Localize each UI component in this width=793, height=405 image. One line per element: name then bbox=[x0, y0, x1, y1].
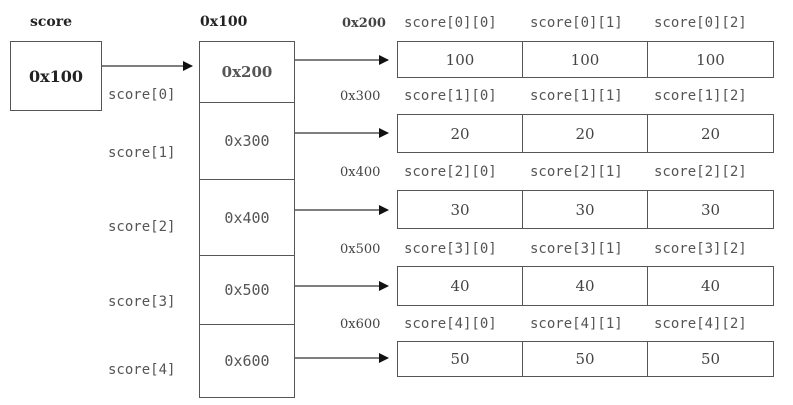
row-label-1: score[1] bbox=[108, 145, 176, 161]
element-cell-4-1: 50 bbox=[522, 341, 648, 377]
element-cell-2-0: 30 bbox=[397, 190, 523, 229]
element-cell-3-0: 40 bbox=[397, 266, 523, 306]
element-header-1-1: score[1][1] bbox=[530, 88, 623, 104]
element-header-3-1: score[3][1] bbox=[530, 241, 623, 257]
score-variable-box: 0x100 bbox=[10, 41, 102, 111]
element-header-0-0: score[0][0] bbox=[404, 15, 497, 31]
element-cell-4-2: 50 bbox=[647, 341, 774, 377]
pointer-cell-0: 0x200 bbox=[199, 41, 295, 103]
element-cell-2-1: 30 bbox=[522, 190, 648, 229]
element-cell-0-2: 100 bbox=[647, 41, 774, 78]
element-cell-1-0: 20 bbox=[397, 114, 523, 153]
element-cell-3-2: 40 bbox=[647, 266, 774, 306]
pointer-array-address-label: 0x100 bbox=[200, 14, 248, 30]
row-label-4: score[4] bbox=[108, 362, 176, 378]
element-header-1-2: score[1][2] bbox=[654, 88, 747, 104]
element-header-0-2: score[0][2] bbox=[654, 15, 747, 31]
element-cell-4-0: 50 bbox=[397, 341, 523, 377]
element-header-2-2: score[2][2] bbox=[654, 164, 747, 180]
pointer-cell-2: 0x400 bbox=[199, 179, 295, 256]
pointer-cell-1: 0x300 bbox=[199, 102, 295, 180]
row-label-3: score[3] bbox=[108, 294, 176, 310]
score-variable-label: score bbox=[30, 14, 73, 30]
element-cell-0-1: 100 bbox=[522, 41, 648, 78]
row-address-4: 0x600 bbox=[340, 317, 381, 332]
pointer-cell-4: 0x600 bbox=[199, 324, 295, 398]
element-cell-1-2: 20 bbox=[647, 114, 774, 153]
row-address-0: 0x200 bbox=[342, 16, 386, 31]
row-address-3: 0x500 bbox=[340, 242, 381, 257]
element-header-4-1: score[4][1] bbox=[530, 316, 623, 332]
row-address-1: 0x300 bbox=[340, 89, 381, 104]
element-cell-0-0: 100 bbox=[397, 41, 523, 78]
element-header-2-1: score[2][1] bbox=[530, 164, 623, 180]
element-header-1-0: score[1][0] bbox=[404, 88, 497, 104]
row-label-0: score[0] bbox=[108, 87, 176, 103]
element-header-0-1: score[0][1] bbox=[530, 15, 623, 31]
pointer-cell-3: 0x500 bbox=[199, 255, 295, 325]
element-header-2-0: score[2][0] bbox=[404, 164, 497, 180]
row-label-2: score[2] bbox=[108, 219, 176, 235]
element-header-4-0: score[4][0] bbox=[404, 316, 497, 332]
element-cell-2-2: 30 bbox=[647, 190, 774, 229]
element-header-4-2: score[4][2] bbox=[654, 316, 747, 332]
element-cell-1-1: 20 bbox=[522, 114, 648, 153]
element-header-3-0: score[3][0] bbox=[404, 241, 497, 257]
element-header-3-2: score[3][2] bbox=[654, 241, 747, 257]
row-address-2: 0x400 bbox=[340, 165, 381, 180]
